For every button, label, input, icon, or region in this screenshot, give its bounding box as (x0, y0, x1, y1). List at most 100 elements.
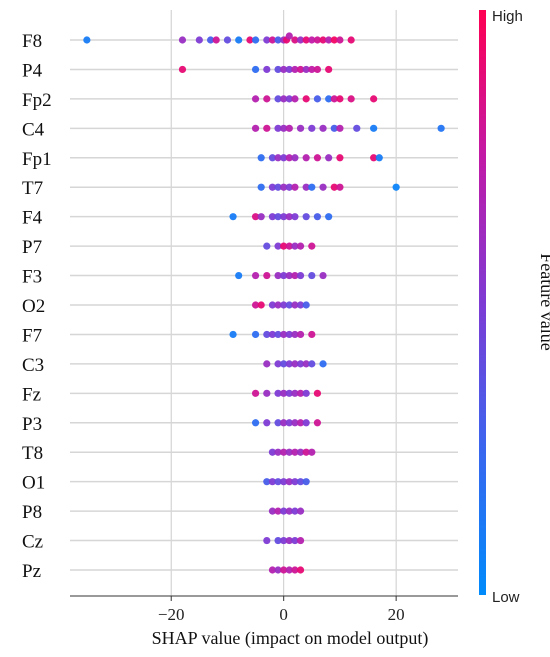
shap-point (263, 65, 271, 74)
feature-label: P3 (22, 414, 42, 435)
shap-point (280, 95, 288, 103)
shap-point (212, 36, 220, 44)
shap-point (274, 448, 282, 456)
shap-point (308, 271, 316, 280)
shap-point (274, 507, 282, 515)
shap-point (302, 478, 310, 486)
shap-point (274, 536, 282, 545)
shap-point (280, 566, 288, 574)
shap-point (291, 566, 299, 574)
shap-point (274, 242, 282, 250)
feature-label: Fp1 (22, 149, 52, 170)
shap-point (302, 301, 310, 309)
feature-rows: F8 P4 Fp2 C4 Fp1 T7 F4 P7 F3 O2 F7 C3 Fz P3 T8 O1 P8 Cz Pz (22, 31, 458, 582)
shap-point (285, 124, 293, 132)
shap-point (296, 536, 305, 545)
shap-point (313, 95, 322, 103)
shap-point (302, 95, 310, 103)
shap-point (302, 213, 310, 221)
shap-point (347, 95, 355, 103)
shap-point (302, 389, 310, 397)
feature-label: Fp2 (22, 90, 52, 111)
shap-point (263, 536, 271, 545)
shap-point (268, 566, 277, 574)
shap-point (263, 124, 271, 132)
shap-point (375, 154, 383, 162)
points-layer (83, 32, 445, 574)
shap-point (302, 36, 310, 44)
shap-point (325, 154, 333, 162)
feature-label: C4 (22, 119, 45, 140)
shap-point (274, 419, 282, 427)
shap-point (319, 360, 327, 368)
shap-point (274, 330, 282, 339)
shap-point (274, 154, 282, 162)
shap-point (246, 36, 254, 44)
shap-point (83, 36, 91, 44)
feature-label: O2 (22, 296, 45, 317)
shap-point (392, 183, 400, 191)
shap-point (291, 36, 299, 44)
shap-point (330, 36, 338, 44)
feature-label: O1 (22, 473, 45, 494)
shap-point (296, 242, 305, 250)
x-tick-label: −20 (158, 605, 185, 624)
shap-point (291, 478, 299, 486)
shap-point (308, 448, 316, 456)
shap-point (263, 36, 271, 44)
shap-point (268, 183, 277, 191)
shap-point (336, 36, 344, 44)
shap-point (280, 389, 288, 397)
feature-label: C3 (22, 355, 44, 376)
shap-point (229, 330, 237, 339)
shap-point (302, 360, 310, 368)
shap-point (195, 36, 203, 44)
shap-point (268, 154, 277, 162)
shap-point (325, 65, 333, 74)
shap-point (347, 36, 355, 44)
shap-point (285, 154, 293, 162)
shap-point (291, 448, 299, 456)
shap-point (268, 301, 277, 309)
shap-point (268, 36, 277, 44)
shap-point (229, 213, 237, 221)
feature-label: P7 (22, 237, 42, 258)
shap-point (274, 389, 282, 397)
shap-point (223, 36, 232, 44)
shap-point (280, 301, 288, 309)
shap-point (285, 566, 293, 574)
shap-point (251, 124, 260, 132)
shap-point (274, 65, 282, 74)
x-axis: −20 0 20 (70, 595, 458, 624)
shap-point (296, 36, 305, 44)
feature-label: T7 (22, 178, 43, 199)
shap-point (308, 124, 316, 132)
shap-point (330, 95, 338, 103)
feature-label: F4 (22, 208, 43, 229)
shap-point (206, 36, 215, 44)
shap-point (308, 36, 316, 44)
shap-point (268, 330, 277, 339)
colorbar-title: Feature value (537, 253, 550, 350)
feature-label: T8 (22, 443, 43, 464)
shap-point (285, 448, 293, 456)
shap-point (296, 478, 305, 486)
shap-point (313, 65, 322, 74)
x-axis-title: SHAP value (impact on model output) (152, 628, 429, 649)
shap-point (313, 36, 322, 44)
shap-point (296, 507, 305, 515)
shap-point (285, 478, 293, 486)
x-tick-label: 20 (388, 605, 405, 624)
shap-point (336, 95, 344, 103)
shap-point (296, 124, 305, 132)
x-tick-label: 0 (279, 605, 288, 624)
shap-point (263, 389, 271, 397)
shap-point (308, 242, 316, 250)
shap-point (319, 271, 327, 280)
shap-point (257, 183, 265, 191)
shap-point (285, 389, 293, 397)
shap-point (280, 507, 288, 515)
shap-point (296, 389, 305, 397)
shap-point (285, 419, 293, 427)
shap-point (280, 213, 288, 221)
